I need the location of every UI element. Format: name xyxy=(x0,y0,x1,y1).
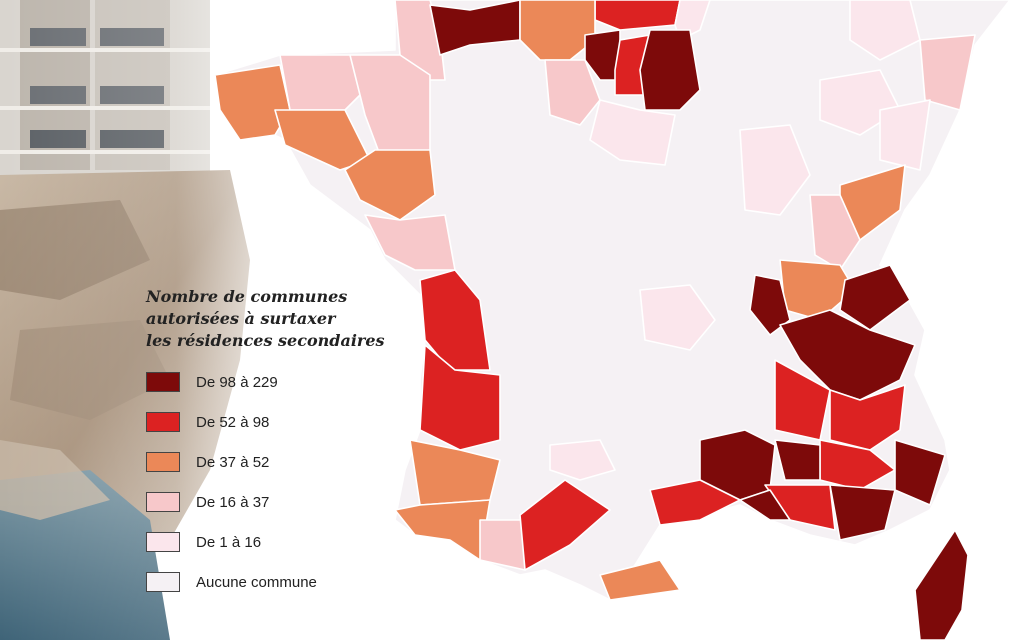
legend-item-52-98: De 52 à 98 xyxy=(146,410,406,434)
region-alpes-de-haute-provence[interactable] xyxy=(829,384,906,451)
legend-swatch xyxy=(146,372,180,392)
region-cotes-d-armor[interactable] xyxy=(279,54,371,111)
region-finistere[interactable] xyxy=(214,64,291,141)
region-savoie[interactable] xyxy=(839,264,911,331)
legend-swatch xyxy=(146,532,180,552)
region-charente-maritime[interactable] xyxy=(419,269,491,371)
region-var[interactable] xyxy=(829,484,896,541)
legend-label: De 52 à 98 xyxy=(196,413,270,431)
region-corse[interactable] xyxy=(914,529,969,640)
legend-label: De 16 à 37 xyxy=(196,493,270,511)
region-landes[interactable] xyxy=(409,439,501,506)
region-seine-et-marne[interactable] xyxy=(639,29,701,111)
region-haute-vienne[interactable] xyxy=(639,284,716,351)
region-eure-seine-maritime[interactable] xyxy=(594,0,681,31)
region-alpes-maritimes[interactable] xyxy=(894,439,946,506)
legend-swatch xyxy=(146,412,180,432)
region-yonne[interactable] xyxy=(589,99,676,166)
region-puy-de-dome[interactable] xyxy=(549,439,616,481)
region-gironde[interactable] xyxy=(419,344,501,451)
legend-label: De 37 à 52 xyxy=(196,453,270,471)
legend-title-line-3: les résidences secondaires xyxy=(146,331,385,350)
legend-swatch xyxy=(146,572,180,592)
region-vosges[interactable] xyxy=(879,99,931,171)
legend-item-16-37: De 16 à 37 xyxy=(146,490,406,514)
legend-item-none: Aucune commune xyxy=(146,570,406,594)
legend-title-line-1: Nombre de communes xyxy=(146,287,348,306)
region-aude-tarn[interactable] xyxy=(519,479,611,571)
legend-item-1-16: De 1 à 16 xyxy=(146,530,406,554)
region-val-d-oise[interactable] xyxy=(584,29,621,81)
legend-label: Aucune commune xyxy=(196,573,317,591)
region-aveyron[interactable] xyxy=(739,124,811,216)
region-marne[interactable] xyxy=(849,0,921,61)
region-gard[interactable] xyxy=(739,489,791,521)
legend-label: De 1 à 16 xyxy=(196,533,262,551)
region-eure-et-loir[interactable] xyxy=(544,59,601,126)
legend-swatch xyxy=(146,452,180,472)
map-legend: Nombre de communes autorisées à surtaxer… xyxy=(146,286,406,610)
region-isere[interactable] xyxy=(779,309,916,401)
region-vaucluse[interactable] xyxy=(774,439,821,481)
region-pyrenees-orientales[interactable] xyxy=(599,559,681,601)
legend-item-37-52: De 37 à 52 xyxy=(146,450,406,474)
region-bas-rhin[interactable] xyxy=(919,34,976,111)
region-loire-atlantique[interactable] xyxy=(344,149,436,221)
region-herault[interactable] xyxy=(649,479,741,526)
region-haute-savoie-rhone[interactable] xyxy=(809,194,861,271)
legend-label: De 98 à 229 xyxy=(196,373,278,391)
region-vendee[interactable] xyxy=(364,214,456,271)
legend-title: Nombre de communes autorisées à surtaxer… xyxy=(146,286,406,352)
region-ain[interactable] xyxy=(749,274,791,336)
legend-swatch xyxy=(146,492,180,512)
legend-item-98-229: De 98 à 229 xyxy=(146,370,406,394)
legend-title-line-2: autorisées à surtaxer xyxy=(146,309,336,328)
